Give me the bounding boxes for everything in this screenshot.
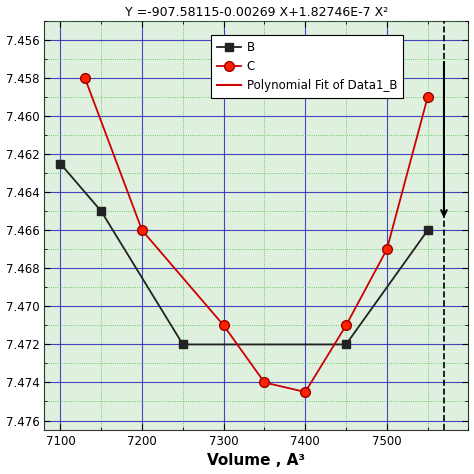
C — [221, 323, 227, 328]
C — [139, 228, 145, 233]
Title: Y =-907.58115-0.00269 X+1.82746E-7 X²: Y =-907.58115-0.00269 X+1.82746E-7 X² — [125, 6, 388, 18]
Line: B: B — [56, 160, 432, 348]
C — [82, 75, 88, 81]
B — [180, 342, 186, 347]
Legend: B, C, Polynomial Fit of Data1_B: B, C, Polynomial Fit of Data1_B — [211, 35, 403, 98]
C — [343, 323, 349, 328]
Line: C: C — [80, 73, 432, 397]
C — [302, 389, 308, 395]
B — [58, 161, 64, 166]
B — [425, 228, 430, 233]
B — [99, 209, 104, 214]
C — [425, 94, 430, 100]
C — [384, 246, 390, 252]
B — [343, 342, 349, 347]
C — [262, 380, 267, 385]
X-axis label: Volume , A³: Volume , A³ — [207, 454, 305, 468]
